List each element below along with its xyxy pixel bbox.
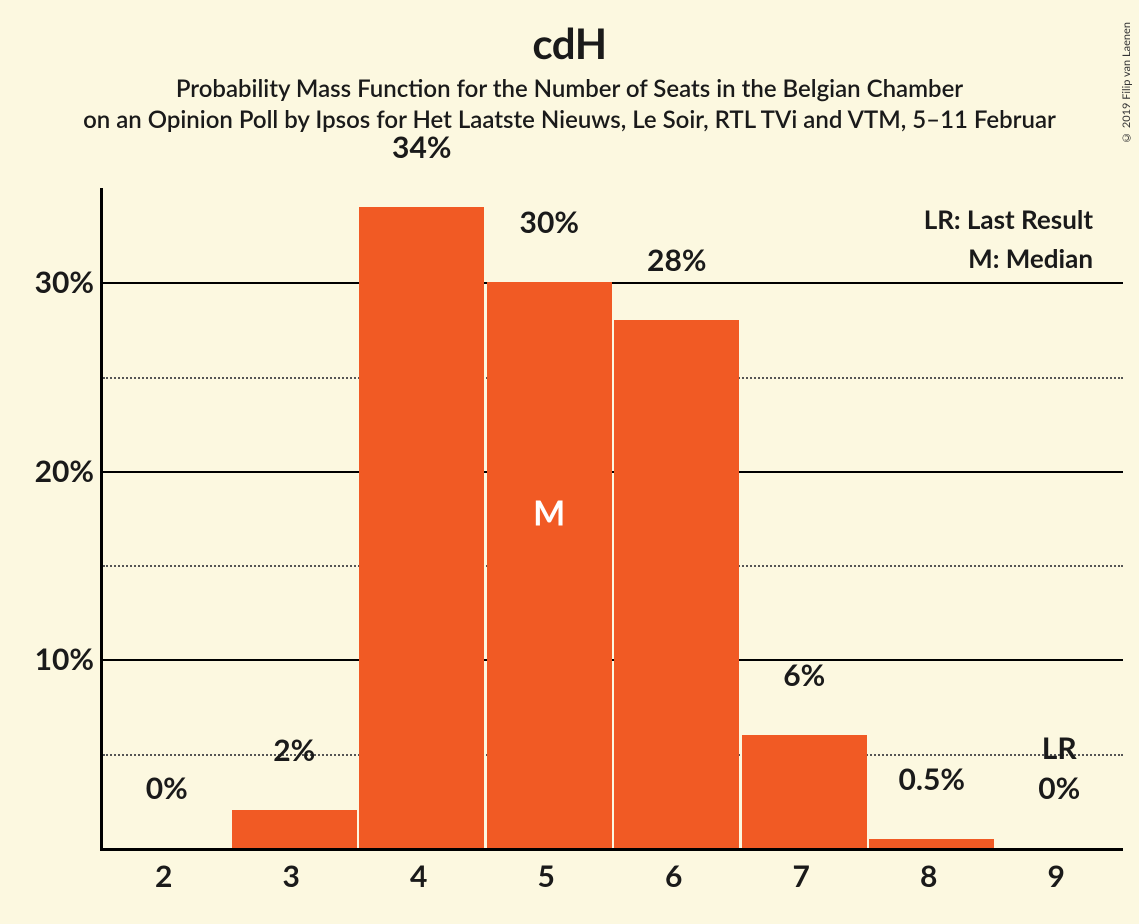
grid-minor [103,377,1123,379]
x-axis-label: 4 [410,858,427,894]
grid-major [103,471,1123,473]
plot-area: LR: Last Result M: Median 0%2%34%30%M28%… [100,188,1123,851]
y-axis-label: 10% [35,641,94,677]
bar [487,282,612,848]
bar-value-label: 28% [647,242,706,278]
pmf-bar-chart: LR: Last Result M: Median 0%2%34%30%M28%… [0,178,1139,924]
x-axis-label: 9 [1048,858,1065,894]
x-axis-label: 5 [538,858,555,894]
bar [614,320,739,848]
y-axis-label: 30% [35,264,94,300]
bar-value-label: 6% [783,657,825,693]
copyright-text: © 2019 Filip van Laenen [1120,22,1133,144]
grid-minor [103,565,1123,567]
bar-value-label: 0.5% [898,761,965,797]
bar-value-label: 34% [392,129,451,165]
x-axis-label: 3 [283,858,300,894]
legend-m: M: Median [924,239,1093,278]
chart-subtitle-2: on an Opinion Poll by Ipsos for Het Laat… [0,105,1139,134]
x-axis-label: 7 [793,858,810,894]
chart-legend: LR: Last Result M: Median [924,200,1093,278]
chart-subtitle-1: Probability Mass Function for the Number… [0,74,1139,103]
grid-major [103,659,1123,661]
median-marker: M [533,492,565,533]
bar [359,207,484,848]
grid-major [103,282,1123,284]
bar-value-label: 30% [520,204,579,240]
x-axis-label: 6 [665,858,682,894]
bar [742,735,867,848]
grid-minor [103,754,1123,756]
legend-lr: LR: Last Result [924,200,1093,239]
bar-value-label: 0% [146,770,188,806]
bar-value-label: 2% [273,732,315,768]
bar-value-label: 0% [1038,770,1080,806]
last-result-marker: LR [1042,730,1077,766]
x-axis-label: 2 [155,858,172,894]
bar [869,839,994,848]
x-axis-label: 8 [920,858,937,894]
y-axis-label: 20% [35,453,94,489]
bar [232,810,357,848]
chart-title: cdH [0,18,1139,68]
